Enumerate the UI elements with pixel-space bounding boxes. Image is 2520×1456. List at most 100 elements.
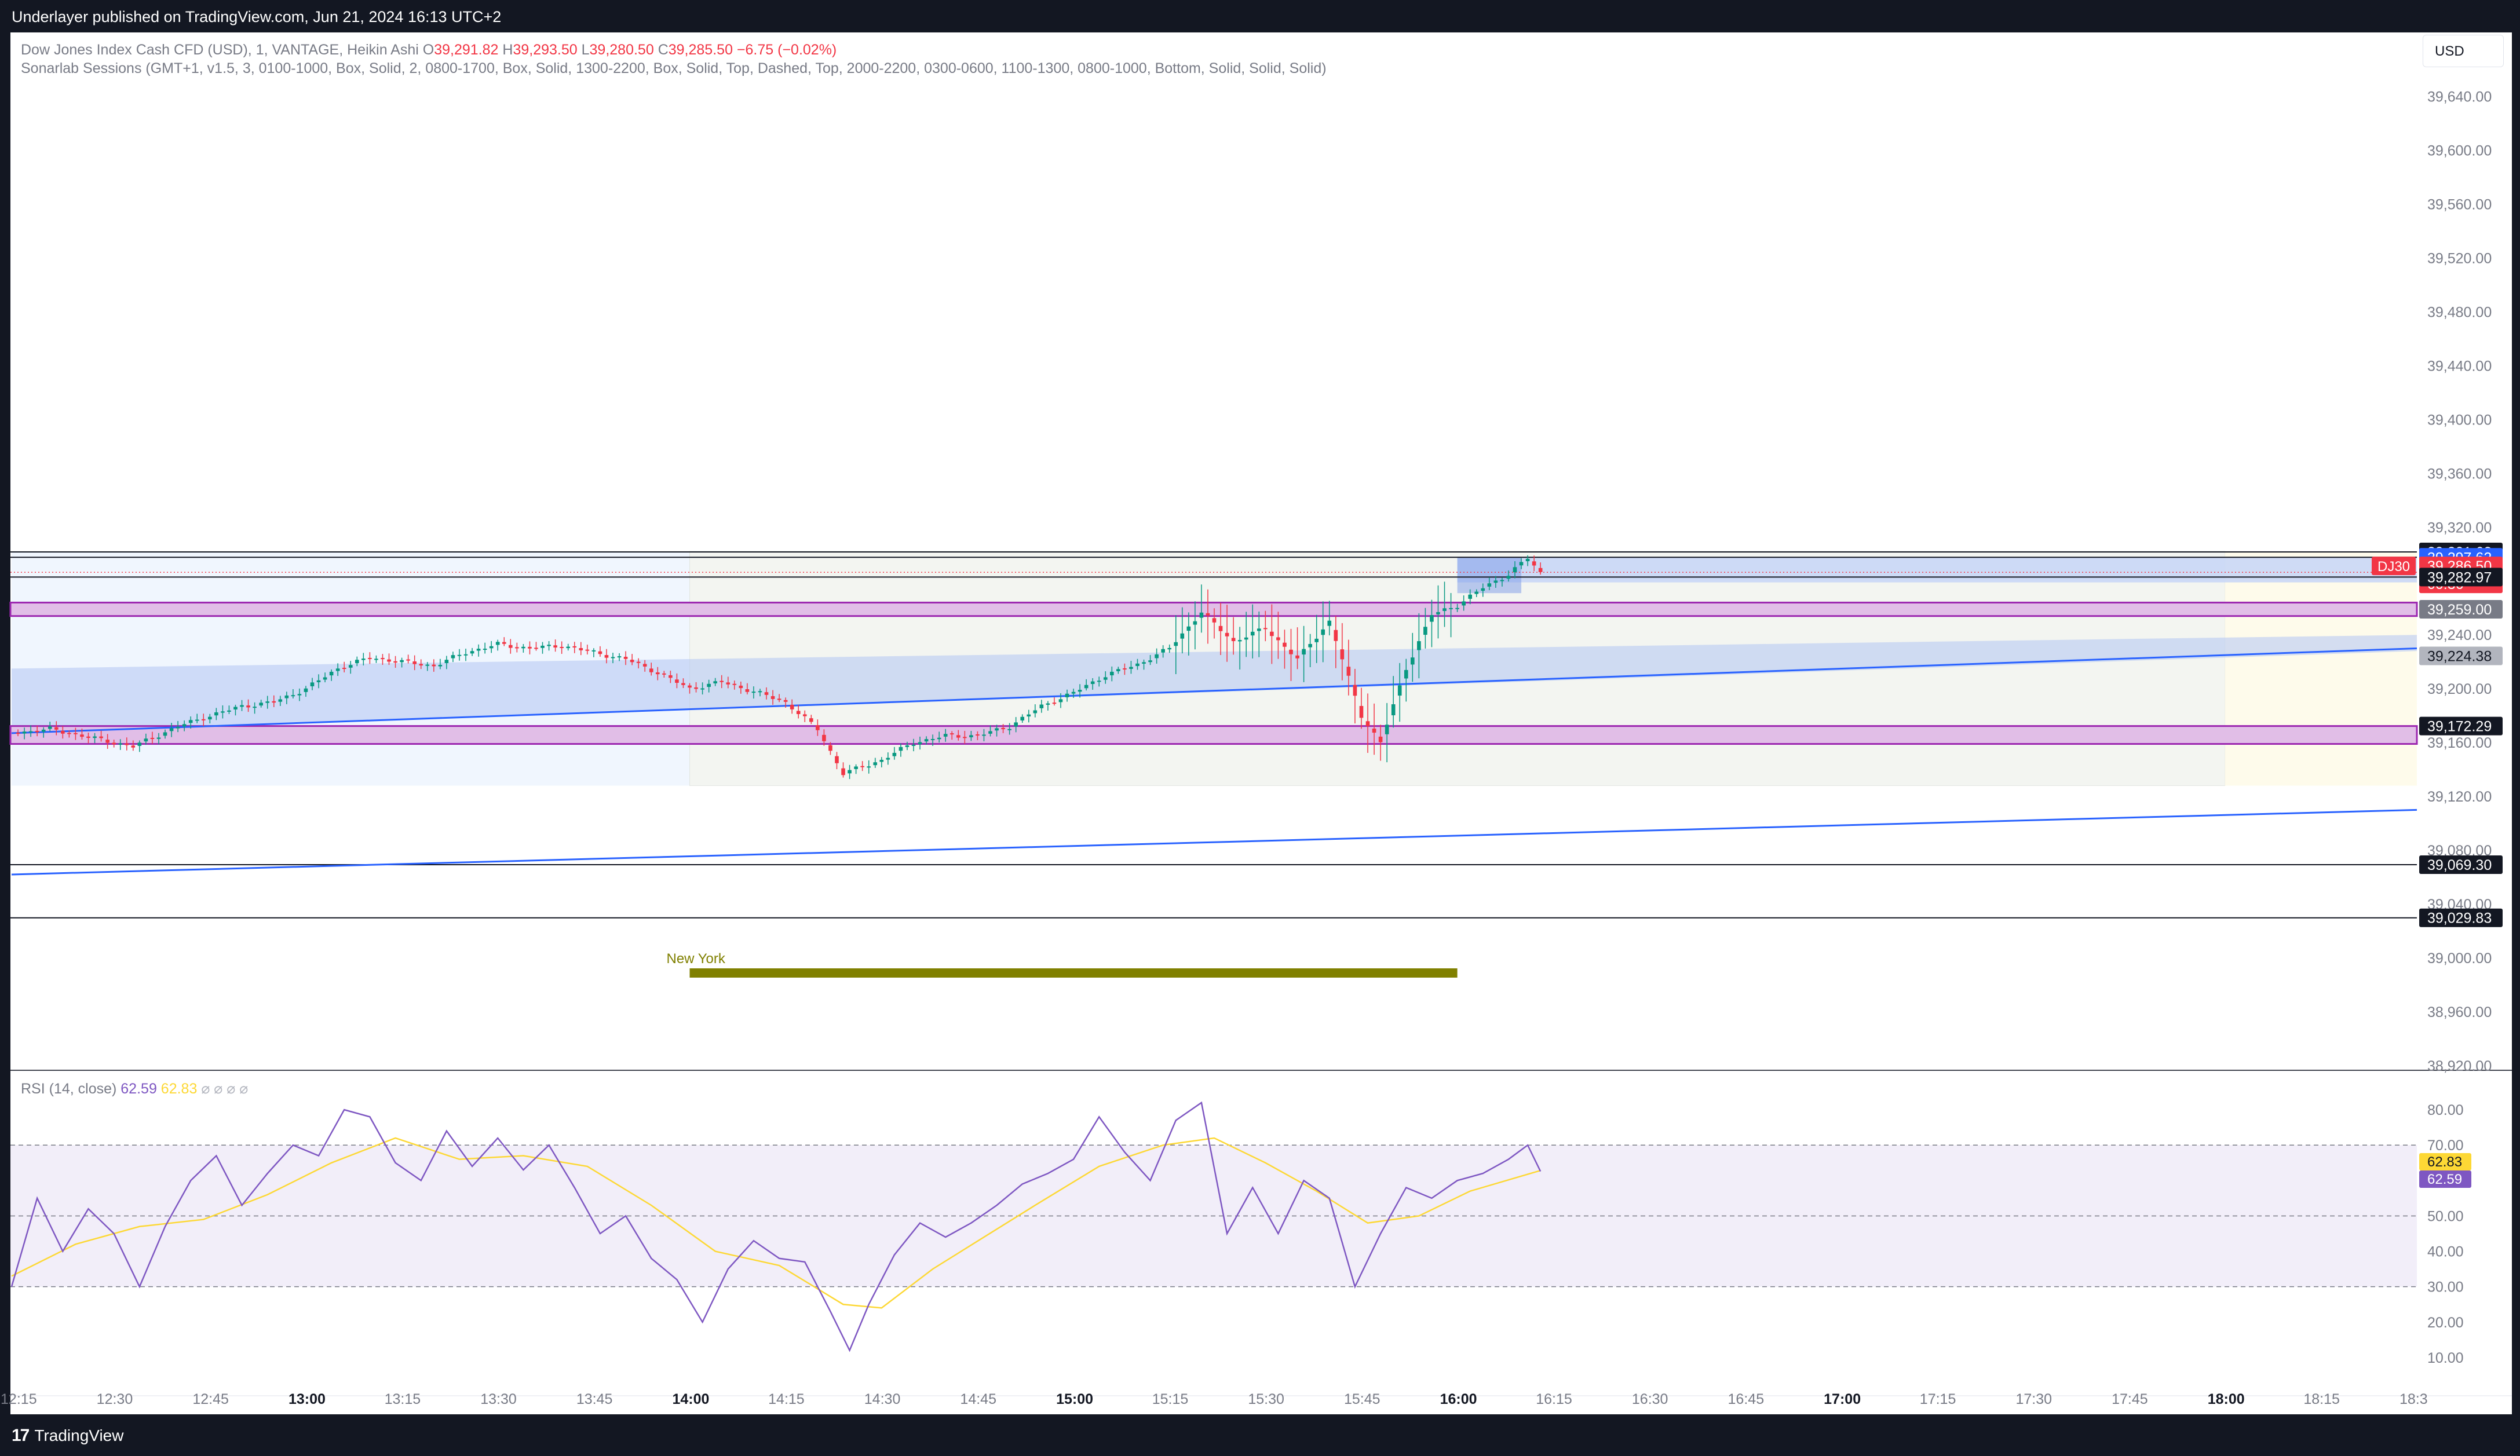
time-tick-label: 12:45 [192,1391,229,1407]
time-tick-label: 17:15 [1920,1391,1956,1407]
price-badge[interactable] [2419,855,2503,874]
candle-body [131,745,136,748]
candle-body [713,681,717,683]
price-badge[interactable] [2419,908,2503,927]
candle-body [1084,685,1089,689]
candle-body [1142,662,1146,664]
candle-body [1161,649,1165,653]
candle-body [688,685,692,688]
candle-body [1039,704,1044,708]
candle-body [463,654,468,656]
candle-body [489,646,494,649]
price-tick-label: 39,440.00 [2427,358,2492,374]
candle-body [835,756,839,763]
candle-body [1493,580,1498,583]
time-tick-label: 14:15 [768,1391,805,1407]
candle-body [355,660,359,664]
rsi-legend: RSI (14, close) 62.59 62.83 ⌀ ⌀ ⌀ ⌀ [21,1081,248,1097]
candle-body [1135,663,1140,667]
new-york-label: New York [667,951,726,967]
trendline-6[interactable] [11,647,2417,734]
candle-body [342,668,346,670]
rsi-tick-label: 40.00 [2427,1244,2464,1260]
price-badge[interactable] [2419,568,2503,587]
trendline-7[interactable] [11,809,2417,876]
candle-body [214,712,218,716]
candle-body [1218,625,1223,631]
price-tick-label: 39,120.00 [2427,789,2492,805]
candle-body [841,768,845,775]
candle-body [48,726,52,729]
candle-body [188,720,193,723]
candle-body [412,661,417,664]
candle-body [16,733,20,734]
candle-body [272,701,276,703]
time-tick-label: 18:3 [2400,1391,2428,1407]
candle-body [579,648,583,650]
candle-body [988,731,992,734]
candle-body [259,703,263,706]
price-badge[interactable] [2419,646,2503,665]
candle-body [1474,591,1479,594]
candle-body [732,683,737,685]
candle-body [240,705,244,707]
candle-body [1193,621,1197,625]
candle-body [1007,729,1011,730]
candle-body [176,727,180,729]
candle-body [291,695,295,697]
candle-body [265,701,270,703]
candle-body [35,730,39,733]
candle-body [253,707,257,708]
candle-body [1397,685,1402,696]
candle-body [943,734,948,737]
time-tick-label: 14:30 [864,1391,901,1407]
candle-body [1430,614,1434,622]
candle-body [540,645,545,648]
rsi-tick-label: 30.00 [2427,1279,2464,1296]
tradingview-logo[interactable]: 17 TradingView [12,1426,123,1446]
candle-body [361,659,366,660]
candle-body [1308,643,1312,647]
candle-body [348,665,353,668]
candle-body [1180,633,1185,639]
candle-body [681,683,685,685]
candle-body [419,664,423,666]
price-badge[interactable] [2419,600,2503,619]
candle-body [585,649,590,651]
candle-body [125,743,129,745]
candle-body [1270,631,1274,636]
candle-body [221,711,225,713]
candle-body [675,679,679,683]
price-tick-label: 39,400.00 [2427,412,2492,428]
time-tick-label: 17:45 [2112,1391,2148,1407]
candle-body [310,682,315,686]
time-tick-label: 12:30 [97,1391,133,1407]
time-tick-label: 18:15 [2303,1391,2340,1407]
candle-body [483,649,487,650]
price-badge[interactable] [2419,716,2503,736]
candle-body [1404,670,1408,679]
candle-body [1027,714,1031,717]
candle-body [707,683,711,687]
candle-body [112,742,116,745]
candle-body [297,694,302,696]
candle-body [617,656,622,658]
price-badge-label: 39,224.38 [2427,649,2492,665]
time-tick-label: 13:45 [576,1391,613,1407]
candle-body [1513,567,1517,573]
rsi-tick-label: 20.00 [2427,1315,2464,1331]
candle-body [796,711,801,714]
candle-body [528,646,532,649]
candle-body [790,704,794,709]
candle-body [61,730,65,734]
currency-button[interactable]: USD [2423,35,2504,67]
candle-body [1046,703,1050,705]
candle-body [848,770,852,774]
candle-body [54,727,59,730]
price-tick-label: 39,160.00 [2427,735,2492,751]
candle-body [1020,716,1025,720]
candle-body [1116,669,1120,671]
candle-body [1199,612,1204,618]
rsi-badge [2419,1170,2471,1188]
